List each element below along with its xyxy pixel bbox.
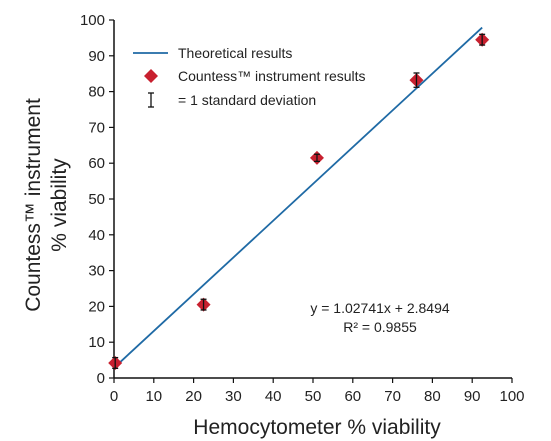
- y-tick-label: 20: [88, 298, 105, 315]
- y-tick-label: 100: [80, 12, 105, 29]
- legend-label-theoretical: Theoretical results: [178, 45, 292, 61]
- x-tick-label: 40: [265, 388, 282, 405]
- theoretical-fit-line: [113, 26, 483, 369]
- x-tick-label: 50: [305, 388, 322, 405]
- legend-errorbar-swatch: [148, 92, 154, 108]
- y-tick-label: 0: [97, 370, 105, 387]
- x-axis-title: Hemocytometer % viability: [193, 416, 441, 439]
- x-tick-label: 90: [464, 388, 481, 405]
- x-tick-label: 70: [384, 388, 401, 405]
- x-tick-label: 0: [110, 388, 118, 405]
- y-tick-label: 70: [88, 119, 105, 136]
- x-tick-label: 20: [185, 388, 202, 405]
- x-tick-label: 100: [499, 388, 524, 405]
- y-tick-label: 40: [88, 227, 105, 244]
- axes: 0 10 20 30 40 50 60 70 80 90 100 0 10 20 30 40 50 60 70 80…: [80, 12, 525, 405]
- x-tick-label: 80: [424, 388, 441, 405]
- y-axis-title: Countess™ instrument % viability: [22, 98, 71, 312]
- x-tick-label: 60: [344, 388, 361, 405]
- y-axis-title-line1: Countess™ instrument: [22, 98, 45, 312]
- legend-diamond-swatch: [144, 69, 158, 83]
- data-points: [108, 32, 490, 370]
- y-tick-label: 60: [88, 155, 105, 172]
- fit-equation: y = 1.02741x + 2.8494: [310, 300, 450, 316]
- legend: Theoretical results Countess™ instrument…: [133, 45, 366, 108]
- y-tick-label: 10: [88, 334, 105, 351]
- y-tick-label: 30: [88, 263, 105, 280]
- x-ticks: 0 10 20 30 40 50 60 70 80 90 100: [110, 378, 525, 405]
- y-tick-label: 90: [88, 48, 105, 65]
- x-tick-label: 10: [145, 388, 162, 405]
- legend-label-countess: Countess™ instrument results: [178, 68, 366, 84]
- legend-label-stddev: = 1 standard deviation: [178, 92, 316, 108]
- y-tick-label: 50: [88, 191, 105, 208]
- y-axis-title-line2: % viability: [48, 158, 71, 252]
- fit-r-squared: R² = 0.9855: [343, 319, 417, 335]
- x-tick-label: 30: [225, 388, 242, 405]
- y-tick-label: 80: [88, 84, 105, 101]
- y-ticks: 0 10 20 30 40 50 60 70 80 90 100: [80, 12, 114, 387]
